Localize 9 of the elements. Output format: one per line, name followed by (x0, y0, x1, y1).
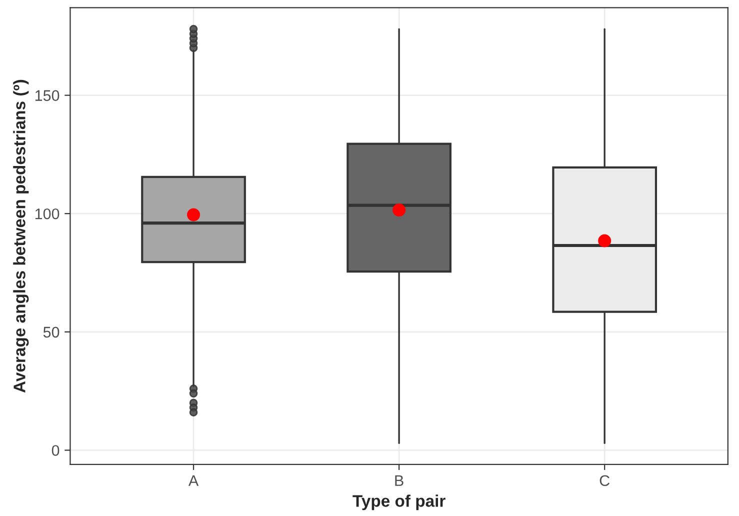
x-tick-label: B (395, 475, 404, 486)
x-tick-label: A (188, 475, 199, 486)
y-tick-label: 50 (43, 326, 60, 338)
x-tick-label: C (600, 475, 610, 486)
y-axis-title: Average angles between pedestrians (º) (13, 80, 29, 393)
y-tick-label: 100 (35, 208, 60, 220)
y-tick-label: 150 (35, 90, 60, 101)
y-tick-label: 0 (52, 445, 60, 456)
x-axis-title: Type of pair (352, 494, 446, 510)
